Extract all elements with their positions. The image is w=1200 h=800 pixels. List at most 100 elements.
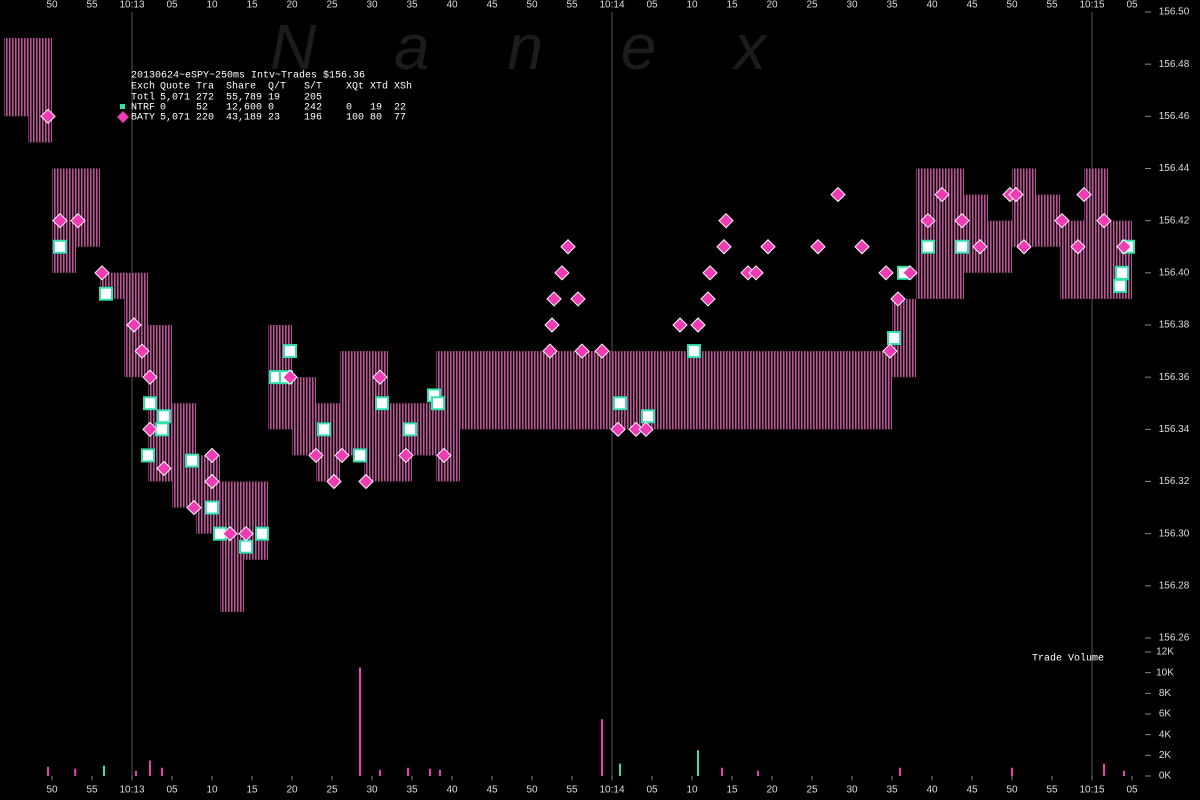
x-tick-label-top: 35 [406, 0, 418, 11]
range-bar [988, 220, 1012, 273]
stats-header: S/T [304, 81, 322, 93]
volume-bar [1123, 770, 1125, 776]
x-tick-label-top: 10:13 [119, 0, 144, 11]
trade-diamond [542, 343, 558, 359]
x-tick-label-top: 40 [926, 0, 938, 11]
volume-tick-label: 8K [1159, 688, 1172, 699]
x-tick-label: 10:13 [119, 785, 144, 796]
x-tick-label: 45 [966, 785, 978, 796]
y-tick-label: 156.46 [1159, 111, 1190, 122]
y-tick-label: 156.32 [1159, 476, 1190, 487]
volume-tick-label: 10K [1156, 667, 1174, 678]
range-bar [76, 168, 100, 247]
volume-bar [697, 750, 699, 776]
y-tick-label: 156.30 [1159, 528, 1190, 539]
volume-bar [721, 767, 723, 776]
stats-cell: 0 [346, 103, 352, 114]
stats-title: 20130624~eSPY~250ms Intv~Trades $156.36 [131, 70, 365, 82]
stats-cell: 196 [304, 113, 322, 124]
stats-cell: 19 [370, 103, 382, 114]
watermark: N a n e x [270, 11, 796, 83]
x-tick-label-top: 10:15 [1079, 0, 1104, 11]
x-tick-label-top: 20 [286, 0, 298, 11]
trade-diamond [52, 212, 68, 229]
stats-cell: Totl [131, 92, 155, 104]
trade-diamond [334, 447, 350, 464]
x-tick-label-top: 55 [1046, 0, 1058, 11]
volume-bar [439, 769, 441, 776]
x-tick-label-top: 55 [566, 0, 578, 11]
stats-cell: 100 [346, 113, 364, 124]
x-tick-label: 40 [446, 785, 458, 796]
trade-square [239, 539, 253, 554]
y-tick-label: 156.38 [1159, 320, 1190, 331]
x-tick-label-top: 20 [766, 0, 778, 11]
x-tick-label-top: 45 [486, 0, 498, 11]
volume-bar [429, 768, 431, 776]
trade-diamond [690, 317, 706, 333]
stats-header: XQt [346, 82, 364, 93]
trade-square [143, 396, 157, 411]
trade-diamond [718, 212, 734, 229]
stats-cell: 220 [196, 113, 214, 124]
trade-diamond [436, 447, 452, 464]
stats-cell: 52 [196, 103, 208, 114]
stats-cell: 242 [304, 103, 322, 114]
x-tick-label: 30 [366, 785, 378, 796]
range-bar [364, 351, 388, 482]
trade-square [353, 448, 367, 463]
stats-cell: 205 [304, 93, 322, 104]
trade-square [641, 409, 655, 424]
volume-bar [601, 719, 603, 776]
range-bar [940, 168, 964, 299]
trade-square [887, 331, 901, 346]
stats-cell: 77 [394, 113, 406, 124]
trade-diamond [142, 421, 158, 438]
trade-diamond [902, 265, 918, 281]
range-bar [844, 351, 868, 430]
x-tick-label: 10:15 [1079, 785, 1104, 796]
trade-diamond [854, 239, 870, 255]
trade-diamond [546, 291, 562, 307]
trade-square [921, 239, 935, 254]
x-tick-label-top: 05 [646, 0, 658, 11]
trade-diamond [702, 265, 718, 281]
stats-cell: 5,071 [160, 93, 190, 104]
trade-square [141, 448, 155, 463]
x-tick-label: 20 [286, 785, 298, 796]
trade-diamond [574, 343, 590, 359]
stats-cell: 12,600 [226, 103, 262, 114]
trade-square [205, 500, 219, 515]
trade-diamond [1070, 239, 1086, 255]
volume-bar [149, 760, 151, 776]
range-bar [796, 351, 820, 430]
stats-cell: 0 [160, 103, 166, 114]
trade-square [955, 239, 969, 254]
range-bar [604, 351, 628, 430]
x-tick-label: 35 [406, 785, 418, 796]
trade-diamond [760, 239, 776, 255]
trade-diamond [972, 239, 988, 255]
trade-diamond [1116, 239, 1132, 255]
trade-diamond [134, 343, 150, 359]
trade-diamond [156, 460, 172, 477]
y-tick-label: 156.50 [1159, 7, 1190, 18]
stats-cell: 23 [268, 113, 280, 124]
x-tick-label-top: 25 [326, 0, 338, 11]
trade-diamond [398, 447, 414, 464]
legend-label: BATY [131, 113, 155, 124]
trade-diamond [1096, 212, 1112, 229]
volume-bar [74, 768, 77, 776]
trade-diamond [920, 212, 936, 229]
range-bar [28, 38, 52, 143]
x-tick-label-top: 15 [246, 0, 258, 11]
range-bar [652, 351, 676, 430]
x-tick-label: 25 [326, 785, 338, 796]
x-tick-label: 45 [486, 785, 498, 796]
range-bar [292, 377, 316, 456]
trade-square [157, 409, 171, 424]
trade-square [375, 396, 389, 411]
x-tick-label-top: 50 [1006, 0, 1018, 11]
volume-bar [135, 770, 137, 776]
